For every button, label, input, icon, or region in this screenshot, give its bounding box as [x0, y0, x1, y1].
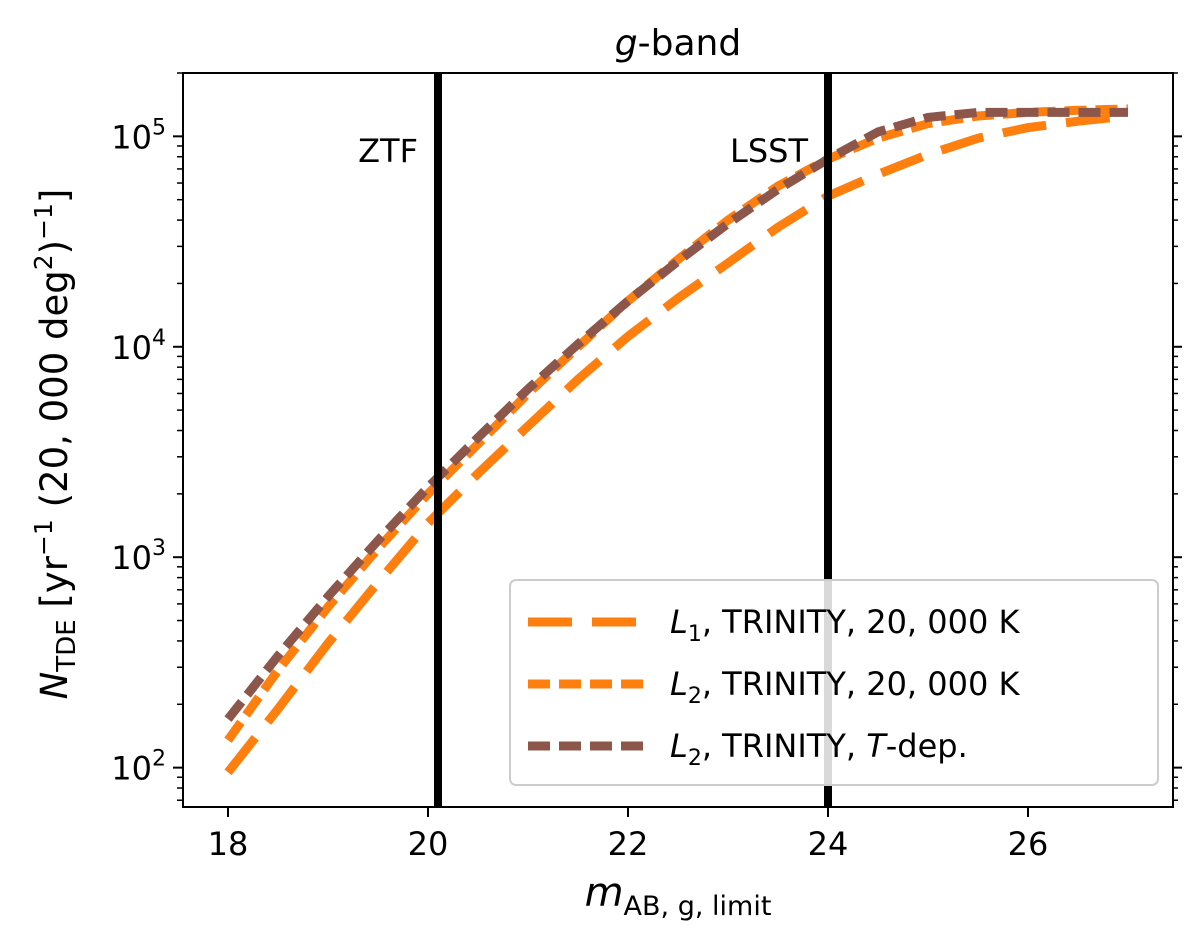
x-axis-label-sub: AB, g, limit	[624, 891, 772, 922]
vline-label-lsst: LSST	[730, 132, 808, 170]
x-tick-label: 26	[1008, 825, 1049, 863]
ticks: 18 20 22 24 26 102 103 104 105	[111, 72, 1182, 863]
legend-label-1: L1, TRINITY, 20, 000 K	[670, 603, 1021, 647]
legend-label-2: L2, TRINITY, 20, 000 K	[670, 665, 1021, 709]
chart-title-italic: g	[615, 23, 638, 64]
series-line-3	[224, 107, 1128, 722]
legend-label-3: L2, TRINITY, T-dep.	[670, 727, 968, 771]
y-axis-label-nsub: TDE	[52, 619, 82, 672]
legend-box	[509, 579, 1159, 786]
series-line-1	[224, 111, 1129, 776]
y-axis-label-exp3: −1	[29, 203, 58, 240]
x-tick-label: 24	[808, 825, 849, 863]
x-tick-label: 18	[208, 825, 249, 863]
x-axis-label-main: m	[585, 870, 624, 916]
y-tick-label: 102	[111, 747, 166, 788]
series-line-2	[224, 104, 1129, 743]
y-axis-label-exp1: −1	[29, 519, 58, 556]
y-axis-label-t4: ]	[33, 189, 76, 203]
plot-lines	[224, 104, 1129, 776]
y-axis-label: NTDE [yr−1 (20, 000 deg2)−1]	[29, 189, 82, 700]
legend-entries: L1, TRINITY, 20, 000 K L2, TRINITY, 20, 0…	[528, 603, 1021, 771]
y-axis-label-n: N	[33, 672, 76, 700]
vline-label-ztf: ZTF	[358, 132, 418, 170]
y-axis-label-t2: (20, 000 deg	[33, 270, 76, 519]
y-tick-label: 104	[111, 326, 166, 367]
chart-title: g-band	[615, 23, 741, 64]
axes-frame	[182, 72, 1174, 808]
x-tick-label: 22	[608, 825, 649, 863]
legend: L1, TRINITY, 20, 000 K L2, TRINITY, 20, 0…	[509, 579, 1159, 786]
chart-title-rest: -band	[638, 23, 742, 64]
y-tick-label: 103	[111, 536, 166, 577]
x-tick-label: 20	[408, 825, 449, 863]
x-axis-label: mAB, g, limit	[585, 870, 772, 922]
y-axis-label-t3: )	[33, 240, 76, 254]
y-axis-label-t1: [yr	[33, 555, 76, 619]
annotations: ZTF LSST	[358, 73, 832, 807]
y-tick-label: 105	[111, 115, 166, 156]
y-axis-label-exp2: 2	[29, 254, 58, 270]
